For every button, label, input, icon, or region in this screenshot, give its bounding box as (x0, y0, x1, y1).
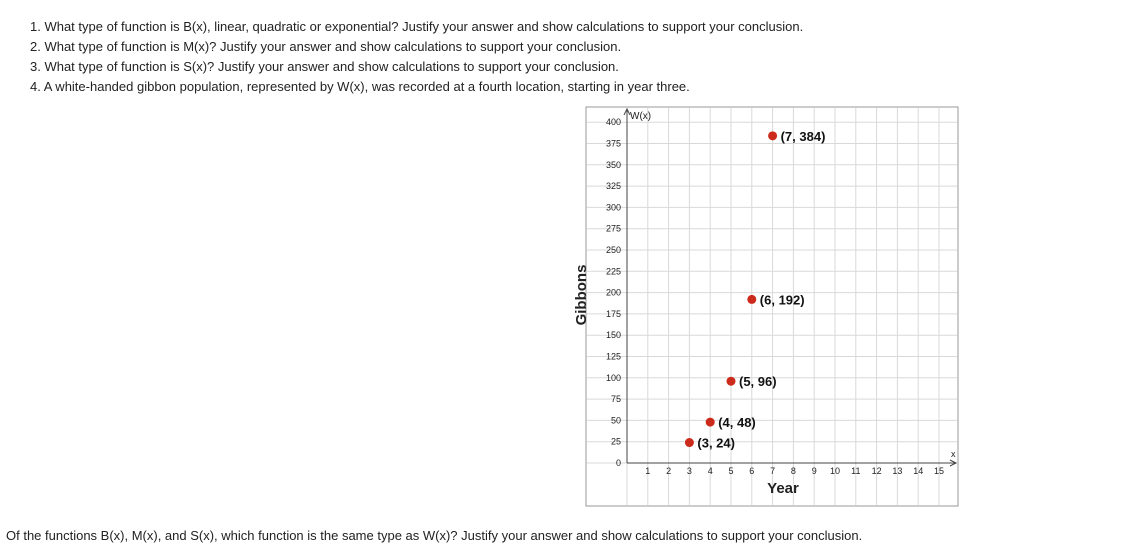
y-axis-name: W(x) (630, 111, 651, 122)
question-list: 1. What type of function is B(x), linear… (30, 17, 803, 97)
x-tick-label: 1 (645, 466, 650, 476)
y-tick-label: 50 (611, 415, 621, 425)
x-tick-label: 6 (749, 466, 754, 476)
y-tick-label: 375 (606, 139, 621, 149)
x-tick-label: 12 (872, 466, 882, 476)
y-tick-label: 175 (606, 309, 621, 319)
question-4: 4. A white-handed gibbon population, rep… (30, 79, 690, 94)
y-axis-arrow (623, 107, 631, 116)
x-tick-label: 8 (791, 466, 796, 476)
axes (623, 107, 958, 467)
data-point (747, 294, 757, 304)
x-axis-arrow (949, 459, 958, 467)
data-label: (5, 96) (739, 374, 777, 389)
y-tick-label: 100 (606, 373, 621, 383)
question-1: 1. What type of function is B(x), linear… (30, 19, 804, 34)
y-tick-label: 275 (606, 224, 621, 234)
x-tick-label: 3 (687, 466, 692, 476)
y-tick-label: 400 (606, 117, 621, 127)
data-label: (7, 384) (781, 129, 826, 144)
data-point (684, 438, 694, 448)
data-label: (4, 48) (718, 415, 756, 430)
question-3: 3. What type of function is S(x)? Justif… (30, 59, 619, 74)
x-tick-label: 4 (708, 466, 713, 476)
y-tick-label: 150 (606, 330, 621, 340)
y-tick-label: 200 (606, 288, 621, 298)
y-axis-label: Gibbons (573, 265, 590, 326)
y-tick-label: 300 (606, 202, 621, 212)
data-label: (3, 24) (697, 436, 735, 451)
x-axis-label: Year (767, 480, 799, 497)
x-tick-label: 10 (830, 466, 840, 476)
data-point (768, 131, 778, 141)
y-tick-label: 350 (606, 160, 621, 170)
x-tick-label: 7 (770, 466, 775, 476)
y-tick-label: 225 (606, 266, 621, 276)
x-tick-label: 5 (728, 466, 733, 476)
data-point (726, 376, 736, 386)
x-axis-name: x (951, 449, 956, 459)
y-tick-label: 325 (606, 181, 621, 191)
y-tick-label: 75 (611, 394, 621, 404)
x-tick-label: 9 (812, 466, 817, 476)
plot-frame (585, 106, 959, 507)
x-tick-label: 14 (913, 466, 923, 476)
question-2: 2. What type of function is M(x)? Justif… (30, 39, 622, 54)
x-tick-label: 2 (666, 466, 671, 476)
x-tick-label: 11 (851, 466, 860, 476)
data-point (705, 417, 715, 427)
y-tick-label: 0 (616, 458, 621, 468)
y-tick-label: 125 (606, 352, 621, 362)
x-tick-label: 13 (892, 466, 902, 476)
tick-labels: 0255075100125150175200225250275300325350… (606, 117, 944, 476)
grid-lines (587, 108, 957, 505)
data-label: (6, 192) (760, 292, 805, 307)
bottom-question: Of the functions B(x), M(x), and S(x), w… (6, 528, 863, 543)
y-tick-label: 25 (611, 437, 621, 447)
data-points: (3, 24) (4, 48) (5, 96) (6, 192) (7, 384) (684, 129, 826, 451)
x-tick-label: 15 (934, 466, 944, 476)
y-tick-label: 250 (606, 245, 621, 255)
